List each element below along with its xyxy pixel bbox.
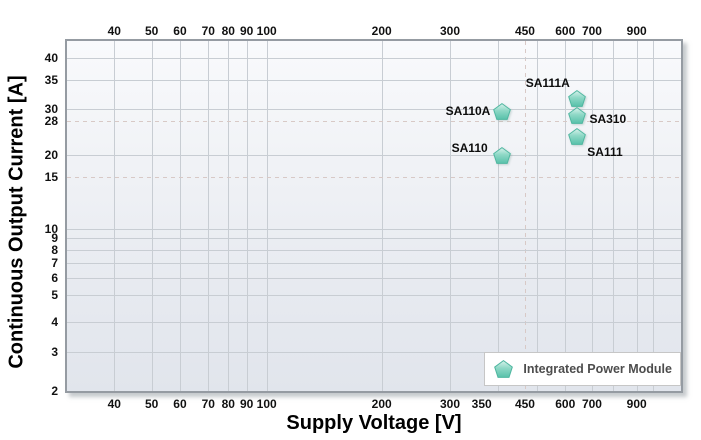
data-point-SA310 (568, 106, 586, 125)
y-gridline-35 (67, 79, 681, 81)
x-gridline-60 (179, 41, 181, 391)
x-gridline-900 (636, 41, 638, 391)
top-axis-tick-600: 600 (555, 24, 576, 38)
data-point-SA110 (493, 147, 511, 165)
top-axis-tick-300: 300 (439, 24, 461, 38)
top-axis-tick-60: 60 (173, 24, 187, 38)
y-axis-tick-6: 6 (51, 270, 58, 285)
y-gridline-9 (67, 238, 681, 240)
y-gridline-4 (67, 321, 681, 323)
bottom-axis-tick-450: 450 (514, 397, 535, 411)
plot-area: SA110A SA110 SA111A SA310 SA111 Integrated P… (65, 39, 683, 393)
top-axis-tick-90: 90 (239, 24, 254, 38)
x-gridline-450 (524, 41, 526, 391)
y-axis-tick-15: 15 (44, 170, 58, 185)
plot-grid: SA110A SA110 SA111A SA310 SA111 (67, 41, 681, 391)
x-axis-title: Supply Voltage [V] (286, 412, 462, 434)
y-gridline-15 (67, 177, 681, 179)
y-gridline-5 (67, 295, 681, 297)
left-axis: 40 35 30 28 20 15 10 9 8 7 6 5 4 3 2 (0, 41, 61, 398)
top-axis-tick-50: 50 (144, 24, 159, 38)
y-gridline-7 (67, 262, 681, 264)
bottom-axis-tick-350: 350 (471, 397, 492, 411)
y-axis-tick-40: 40 (44, 50, 58, 65)
top-axis-tick-70: 70 (201, 24, 215, 38)
top-axis: 40 50 60 70 80 90 100 200 300 450 600 700 900 (0, 23, 701, 39)
bottom-axis-tick-90: 90 (239, 397, 254, 411)
x-gridline-40 (114, 41, 116, 391)
y-gridline-10 (67, 229, 681, 231)
point-label-SA110: SA110 (451, 140, 488, 155)
top-axis-tick-40: 40 (107, 24, 121, 38)
bottom-axis-tick-900: 900 (626, 397, 647, 411)
point-label-SA111: SA111 (587, 144, 623, 159)
x-gridline-500 (536, 41, 538, 391)
y-axis-tick-7: 7 (51, 255, 58, 270)
x-gridline-300 (450, 41, 451, 391)
bottom-axis-tick-40: 40 (107, 397, 121, 411)
bottom-axis: 40 50 60 70 80 90 100 200 300 350 450 600 700 900 (0, 396, 701, 412)
bottom-axis-tick-50: 50 (144, 397, 159, 411)
top-axis-tick-80: 80 (221, 24, 235, 38)
bottom-axis-tick-600: 600 (555, 397, 576, 411)
top-axis-tick-450: 450 (514, 24, 535, 38)
y-axis-tick-3: 3 (51, 345, 58, 360)
x-gridline-800 (613, 41, 615, 391)
point-label-SA111A: SA111A (525, 76, 570, 91)
y-axis-tick-5: 5 (51, 288, 58, 303)
bottom-axis-tick-100: 100 (256, 397, 277, 411)
y-gridline-40 (67, 57, 681, 59)
point-label-SA310: SA310 (589, 111, 627, 126)
x-gridline-70 (208, 41, 210, 391)
y-axis-tick-9: 9 (51, 231, 58, 246)
bottom-axis-tick-80: 80 (221, 397, 235, 411)
bottom-axis-tick-200: 200 (371, 397, 392, 411)
x-gridline-700 (591, 41, 593, 391)
point-label-SA110A: SA110A (445, 103, 491, 118)
bottom-axis-tick-70: 70 (201, 397, 215, 411)
y-axis-tick-20: 20 (44, 147, 58, 162)
x-gridline-100 (266, 41, 268, 391)
y-axis-tick-4: 4 (51, 314, 58, 329)
x-gridline-200 (381, 41, 383, 391)
x-gridline-400 (498, 41, 500, 391)
bottom-axis-tick-60: 60 (173, 397, 187, 411)
data-point-SA111A (568, 89, 586, 108)
y-gridline-28 (67, 120, 681, 122)
data-point-SA111 (568, 128, 586, 146)
top-axis-tick-900: 900 (626, 24, 647, 38)
y-axis-tick-35: 35 (44, 72, 58, 87)
pentagon-marker-icon (494, 359, 514, 378)
bottom-axis-tick-300: 300 (439, 397, 461, 411)
y-axis-tick-2: 2 (51, 383, 58, 398)
legend-label: Integrated Power Module (523, 362, 672, 376)
y-gridline-8 (67, 250, 681, 252)
y-axis-tick-30: 30 (44, 102, 58, 117)
y-gridline-30 (67, 109, 681, 111)
y-axis-tick-28: 28 (44, 113, 58, 128)
top-axis-tick-700: 700 (581, 24, 602, 38)
x-gridline-50 (151, 41, 153, 391)
legend: Integrated Power Module (484, 352, 681, 386)
x-gridline-600 (565, 41, 567, 391)
y-gridline-3 (67, 352, 681, 354)
x-gridline-1000 (653, 41, 654, 391)
y-axis-tick-8: 8 (51, 243, 58, 258)
x-gridline-80 (228, 41, 230, 391)
data-point-SA110A (493, 102, 511, 121)
y-gridline-20 (67, 154, 681, 156)
y-gridline-6 (67, 277, 681, 279)
bottom-axis-tick-700: 700 (581, 397, 602, 411)
x-gridline-90 (246, 41, 248, 391)
y-axis-tick-10: 10 (44, 222, 58, 237)
top-axis-tick-100: 100 (256, 24, 277, 38)
top-axis-tick-200: 200 (371, 24, 392, 38)
